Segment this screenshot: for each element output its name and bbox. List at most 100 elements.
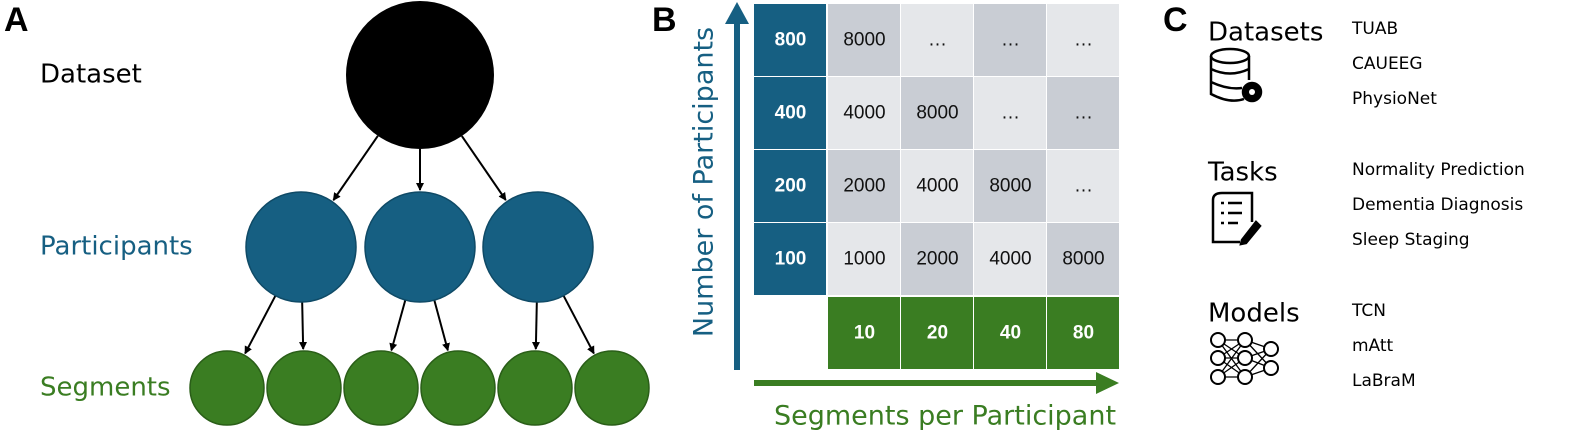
cell-value: 8000 bbox=[916, 103, 958, 124]
participant-node bbox=[364, 191, 476, 303]
column-header-label: 10 bbox=[854, 323, 875, 344]
cell-value: … bbox=[1001, 30, 1020, 51]
arrow bbox=[531, 301, 540, 351]
segment-node bbox=[266, 350, 342, 426]
x-axis-arrowhead bbox=[1096, 372, 1119, 394]
panel-label: B bbox=[652, 1, 677, 39]
group-item: TCN bbox=[1351, 301, 1386, 321]
arrow bbox=[389, 299, 407, 352]
row-header-label: 200 bbox=[775, 176, 807, 197]
group-title: Models bbox=[1208, 299, 1300, 329]
row-header-label: 100 bbox=[775, 249, 807, 270]
table-cell bbox=[901, 150, 973, 222]
level-label: Segments bbox=[40, 373, 171, 403]
table-cell bbox=[901, 77, 973, 149]
cell-value: 1000 bbox=[843, 249, 885, 270]
network-node bbox=[1263, 360, 1279, 376]
group-item: CAUEEG bbox=[1352, 54, 1423, 74]
row-header bbox=[754, 223, 826, 295]
level-label: Participants bbox=[40, 232, 193, 262]
dataset-node bbox=[346, 1, 494, 149]
column-header-label: 80 bbox=[1073, 323, 1094, 344]
y-axis-arrowhead bbox=[725, 2, 749, 24]
cell-value: … bbox=[1074, 103, 1093, 124]
table-cell bbox=[974, 150, 1046, 222]
arrow bbox=[244, 295, 277, 355]
row-header bbox=[754, 77, 826, 149]
group-item: Dementia Diagnosis bbox=[1352, 195, 1523, 215]
network-node bbox=[1263, 341, 1279, 357]
cell-value: 4000 bbox=[843, 103, 885, 124]
column-header-label: 40 bbox=[1000, 323, 1021, 344]
row-header bbox=[754, 4, 826, 76]
cell-value: 4000 bbox=[916, 176, 958, 197]
network-icon bbox=[1210, 332, 1279, 385]
database-icon bbox=[1209, 47, 1263, 103]
segment-node bbox=[420, 350, 496, 426]
cell-value: 2000 bbox=[843, 176, 885, 197]
network-node bbox=[1210, 369, 1226, 385]
cell-value: … bbox=[928, 30, 947, 51]
table-cell bbox=[828, 223, 900, 295]
cell-value: … bbox=[1001, 103, 1020, 124]
segment-node bbox=[343, 350, 419, 426]
segment-node bbox=[574, 350, 650, 426]
arrow bbox=[299, 301, 308, 351]
arrow bbox=[332, 135, 379, 201]
column-header bbox=[828, 297, 900, 369]
arrow bbox=[461, 135, 507, 201]
group-item: PhysioNet bbox=[1352, 89, 1437, 109]
cell-value: … bbox=[1074, 176, 1093, 197]
row-header bbox=[754, 150, 826, 222]
group-item: mAtt bbox=[1352, 336, 1394, 356]
column-header bbox=[1047, 297, 1119, 369]
column-header-label: 20 bbox=[927, 323, 948, 344]
network-node bbox=[1237, 350, 1253, 366]
network-node bbox=[1237, 332, 1253, 348]
panel-label: C bbox=[1163, 1, 1188, 39]
group-item: Normality Prediction bbox=[1352, 160, 1525, 180]
segment-node bbox=[189, 350, 265, 426]
table-cell bbox=[1047, 150, 1119, 222]
cell-value: 8000 bbox=[843, 30, 885, 51]
group-item: TUAB bbox=[1351, 19, 1398, 39]
table-cell bbox=[974, 223, 1046, 295]
table-cell bbox=[974, 4, 1046, 76]
group-item: LaBraM bbox=[1352, 371, 1416, 391]
cell-value: 2000 bbox=[916, 249, 958, 270]
table-cell bbox=[901, 223, 973, 295]
table-cell bbox=[901, 4, 973, 76]
segment-node bbox=[497, 350, 573, 426]
cell-value: 8000 bbox=[1062, 249, 1104, 270]
table-cell bbox=[828, 150, 900, 222]
arrow bbox=[562, 295, 595, 355]
cell-value: 4000 bbox=[989, 249, 1031, 270]
table-cell bbox=[1047, 223, 1119, 295]
x-axis-label: Segments per Participant bbox=[774, 401, 1116, 432]
participant-node bbox=[482, 191, 594, 303]
column-header bbox=[974, 297, 1046, 369]
network-node bbox=[1237, 369, 1253, 385]
network-node bbox=[1210, 332, 1226, 348]
table-cell bbox=[828, 4, 900, 76]
task-icon bbox=[1211, 191, 1262, 246]
row-header-label: 800 bbox=[775, 30, 807, 51]
participant-node bbox=[245, 191, 357, 303]
row-header-label: 400 bbox=[775, 103, 807, 124]
arrow bbox=[433, 299, 450, 352]
cell-value: 8000 bbox=[989, 176, 1031, 197]
table-cell bbox=[1047, 77, 1119, 149]
group-item: Sleep Staging bbox=[1352, 230, 1470, 250]
network-node bbox=[1210, 350, 1226, 366]
cell-value: … bbox=[1074, 30, 1093, 51]
group-title: Tasks bbox=[1207, 158, 1278, 188]
table-cell bbox=[828, 77, 900, 149]
group-title: Datasets bbox=[1208, 18, 1323, 48]
column-header bbox=[901, 297, 973, 369]
table-cell bbox=[1047, 4, 1119, 76]
panel-label: A bbox=[4, 1, 29, 39]
table-cell bbox=[974, 77, 1046, 149]
y-axis-label: Number of Participants bbox=[689, 27, 720, 337]
